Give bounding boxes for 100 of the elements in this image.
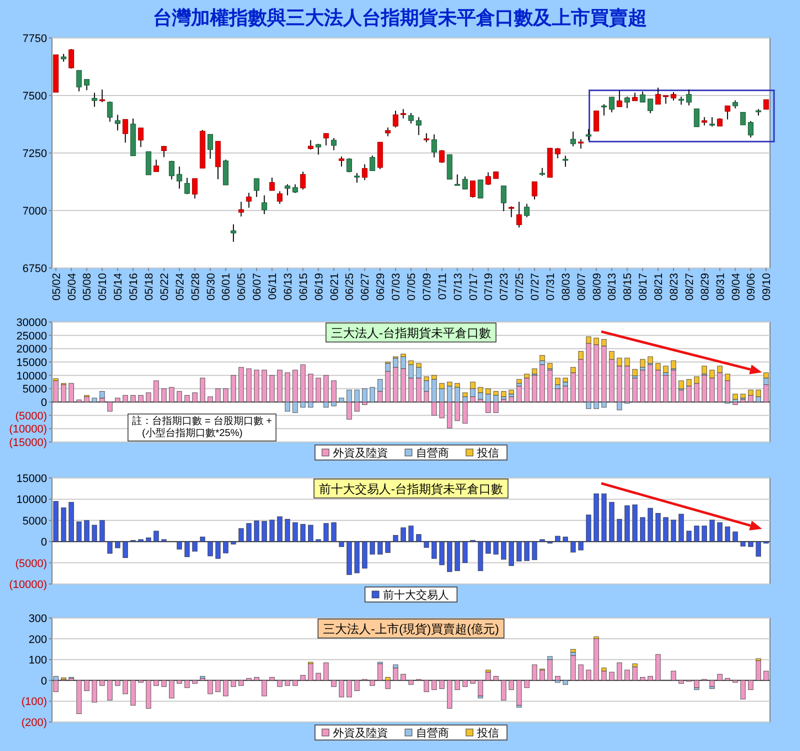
candlestick [594, 110, 600, 132]
candlestick [284, 184, 290, 196]
candlestick [586, 128, 592, 141]
x-tick-label: 06/05 [236, 273, 248, 301]
x-tick-label: 08/17 [638, 273, 650, 301]
y-tick-label: 15000 [16, 357, 47, 369]
x-tick-label: 06/29 [375, 273, 388, 301]
candlestick [740, 112, 746, 126]
x-tick-label: 06/13 [282, 273, 294, 301]
candlestick [478, 179, 484, 199]
x-tick-label: 05/04 [66, 273, 78, 301]
bar [508, 390, 514, 394]
candlestick [107, 100, 113, 122]
y-tick-label: (5000) [15, 410, 47, 422]
candlestick [709, 116, 715, 128]
legend-label: 投信 [476, 728, 499, 740]
x-tick-label: 05/10 [97, 273, 110, 301]
x-tick-label: 05/02 [50, 273, 63, 301]
bar [331, 380, 336, 402]
x-tick-label: 05/08 [82, 273, 94, 301]
candlestick [686, 89, 692, 106]
bar [516, 379, 522, 384]
x-tick-label: 08/27 [684, 273, 696, 301]
candlestick [338, 156, 344, 168]
x-tick-label: 08/29 [699, 273, 712, 301]
candlestick [624, 96, 630, 109]
candlestick [763, 99, 769, 110]
y-tick-label: 7250 [22, 148, 47, 160]
bar [562, 378, 568, 382]
candlestick [400, 108, 406, 119]
x-tick-label: 06/07 [252, 273, 264, 301]
legend-label: 外資及陸資 [333, 728, 388, 740]
x-tick-label: 07/13 [452, 273, 464, 301]
y-tick-label: 7750 [22, 33, 47, 45]
candlestick [238, 201, 244, 217]
candlestick [192, 178, 198, 200]
candlestick [276, 190, 283, 204]
x-tick-label: 07/05 [406, 273, 418, 301]
legend-label: 自營商 [416, 726, 449, 740]
y-tick-label: (15000) [9, 437, 47, 449]
x-tick-label: 08/15 [622, 273, 634, 301]
candlestick [168, 160, 174, 180]
candlestick [323, 132, 329, 146]
candlestick [146, 151, 152, 176]
annotation: 註：台指期口數 = 台股期口數 + (小型台指期口數*25%) [132, 415, 272, 439]
x-tick-label: 06/01 [220, 273, 233, 301]
x-tick-label: 06/11 [267, 273, 280, 300]
bar [555, 676, 560, 681]
bar [501, 391, 506, 397]
candlestick [524, 203, 530, 218]
bar [732, 394, 738, 400]
candlestick [470, 180, 476, 198]
candlestick [408, 112, 414, 124]
bar [555, 378, 560, 385]
x-tick-label: 07/11 [436, 273, 449, 300]
x-tick-label: 09/04 [730, 273, 742, 301]
x-tick-label: 05/22 [158, 273, 171, 301]
candlestick [230, 224, 236, 242]
candlestick [500, 185, 506, 212]
chart-title: 三大法人-上市(現貨)買賣超(億元) [323, 622, 499, 636]
x-tick-label: 06/19 [313, 273, 326, 301]
y-tick-label: 10000 [16, 370, 47, 382]
candlestick [392, 110, 398, 128]
candlestick [370, 155, 376, 172]
legend-label: 前十大交易人 [383, 588, 449, 602]
x-tick-label: 06/27 [360, 273, 372, 301]
x-tick-label: 07/27 [530, 273, 542, 301]
candlestick [578, 138, 584, 150]
x-tick-label: 05/18 [144, 273, 156, 301]
legend-label: 外資及陸資 [333, 448, 388, 460]
candlestick [454, 174, 460, 186]
x-tick-label: 07/25 [514, 273, 526, 301]
candlestick [748, 120, 754, 138]
y-tick-label: 100 [28, 654, 47, 667]
candlestick [184, 177, 190, 195]
candlestick [608, 96, 614, 113]
x-tick-label: 07/09 [421, 273, 434, 301]
candlestick [516, 201, 522, 228]
y-tick-label: 30000 [16, 317, 47, 329]
y-tick-label: 7000 [22, 206, 47, 218]
candlestick [114, 114, 120, 131]
candlestick [724, 105, 730, 120]
candlestick [246, 192, 252, 208]
candlestick [362, 164, 368, 181]
y-tick-label: (100) [21, 696, 47, 708]
candlestick [532, 181, 538, 200]
candlestick [138, 127, 144, 148]
x-tick-label: 07/31 [544, 273, 557, 301]
x-tick-label: 09/06 [746, 273, 758, 301]
candlestick [300, 171, 306, 190]
y-tick-label: (200) [21, 717, 47, 729]
y-tick-label: 0 [40, 675, 47, 688]
candlestick [68, 48, 74, 70]
x-tick-label: 06/21 [328, 273, 341, 301]
candlestick [262, 194, 268, 215]
candlestick [76, 70, 82, 92]
candlestick [122, 118, 128, 144]
candlestick [485, 172, 491, 186]
x-tick-label: 05/14 [112, 273, 125, 301]
candlestick [655, 87, 661, 105]
